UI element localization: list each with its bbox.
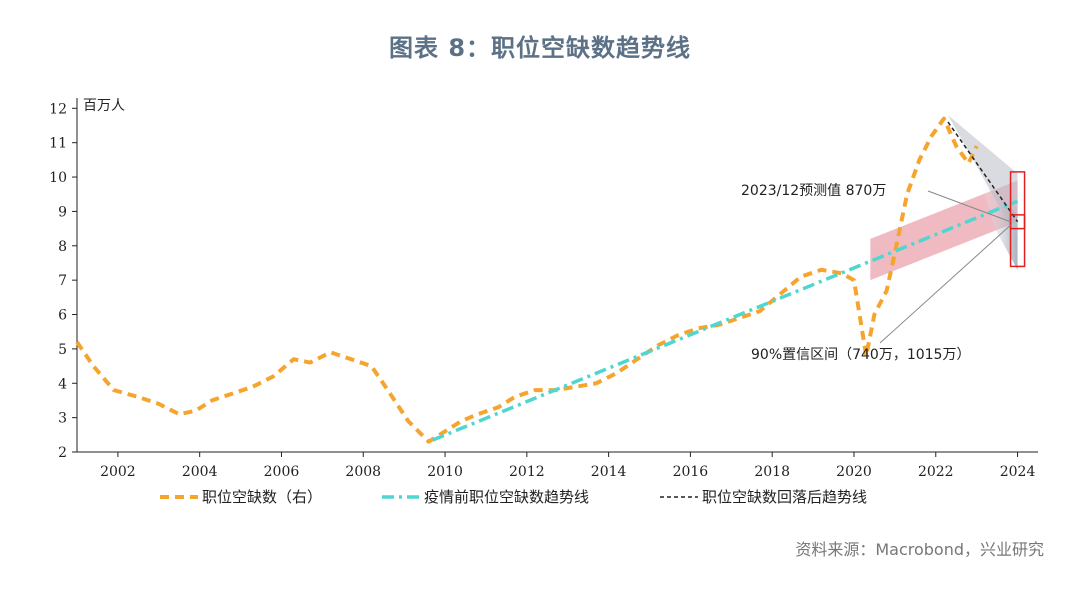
series-lines (75, 116, 1019, 444)
forecast-leader-line (927, 190, 1011, 223)
x-tick-label: 2024 (1000, 464, 1036, 480)
y-tick-label: 2 (58, 445, 67, 461)
overlays (870, 115, 1018, 281)
x-tick-label: 2018 (754, 464, 790, 480)
series-line-1 (75, 116, 979, 444)
post-trend-cone (976, 170, 1018, 270)
legend: 职位空缺数（右） 疫情前职位空缺数趋势线 职位空缺数回落后趋势线 (160, 488, 867, 506)
interval-annotation: 90%置信区间（740万，1015万） (751, 347, 970, 363)
y-tick-label: 9 (58, 204, 67, 220)
x-tick-label: 2004 (182, 464, 218, 480)
series-line-2 (432, 199, 1019, 442)
x-tick-label: 2022 (918, 464, 954, 480)
x-tick-label: 2008 (345, 464, 381, 480)
axes: 2 3 4 5 6 7 8 9 10 11 12 2002 2004 2006 2008 2010 2012 20… (49, 98, 1038, 480)
chart-title: 图表 8：职位空缺数趋势线 (388, 34, 692, 62)
series-line-3 (947, 121, 1019, 223)
x-tick-label: 2016 (673, 464, 709, 480)
legend-label-2: 疫情前职位空缺数趋势线 (424, 488, 589, 506)
x-tick-label: 2020 (836, 464, 872, 480)
y-tick-label: 12 (49, 101, 67, 117)
y-tick-label: 10 (49, 170, 67, 186)
y-tick-label: 3 (58, 411, 67, 427)
x-tick-label: 2006 (264, 464, 300, 480)
unit-label: 百万人 (83, 98, 125, 114)
x-tick-label: 2014 (591, 464, 627, 480)
annotations: 2023/12预测值 870万 90%置信区间（740万，1015万） (741, 171, 1026, 363)
interval-leader-line (879, 224, 1011, 344)
chart-svg: 2 3 4 5 6 7 8 9 10 11 12 2002 2004 2006 2008 2010 2012 20… (49, 98, 1038, 506)
source-note: 资料来源：Macrobond，兴业研究 (795, 540, 1044, 559)
y-tick-label: 11 (49, 136, 67, 152)
y-tick-label: 7 (58, 273, 67, 289)
post-trend-cone-upper (948, 115, 1018, 239)
x-tick-label: 2002 (100, 464, 136, 480)
y-tick-label: 8 (58, 239, 67, 255)
y-tick-label: 4 (58, 376, 67, 392)
x-tick-label: 2012 (509, 464, 545, 480)
legend-label-1: 职位空缺数（右） (202, 488, 322, 506)
forecast-annotation: 2023/12预测值 870万 (741, 183, 886, 199)
x-tick-label: 2010 (427, 464, 463, 480)
y-tick-label: 6 (58, 308, 67, 324)
y-tick-label: 5 (58, 342, 67, 358)
legend-label-3: 职位空缺数回落后趋势线 (702, 488, 867, 506)
